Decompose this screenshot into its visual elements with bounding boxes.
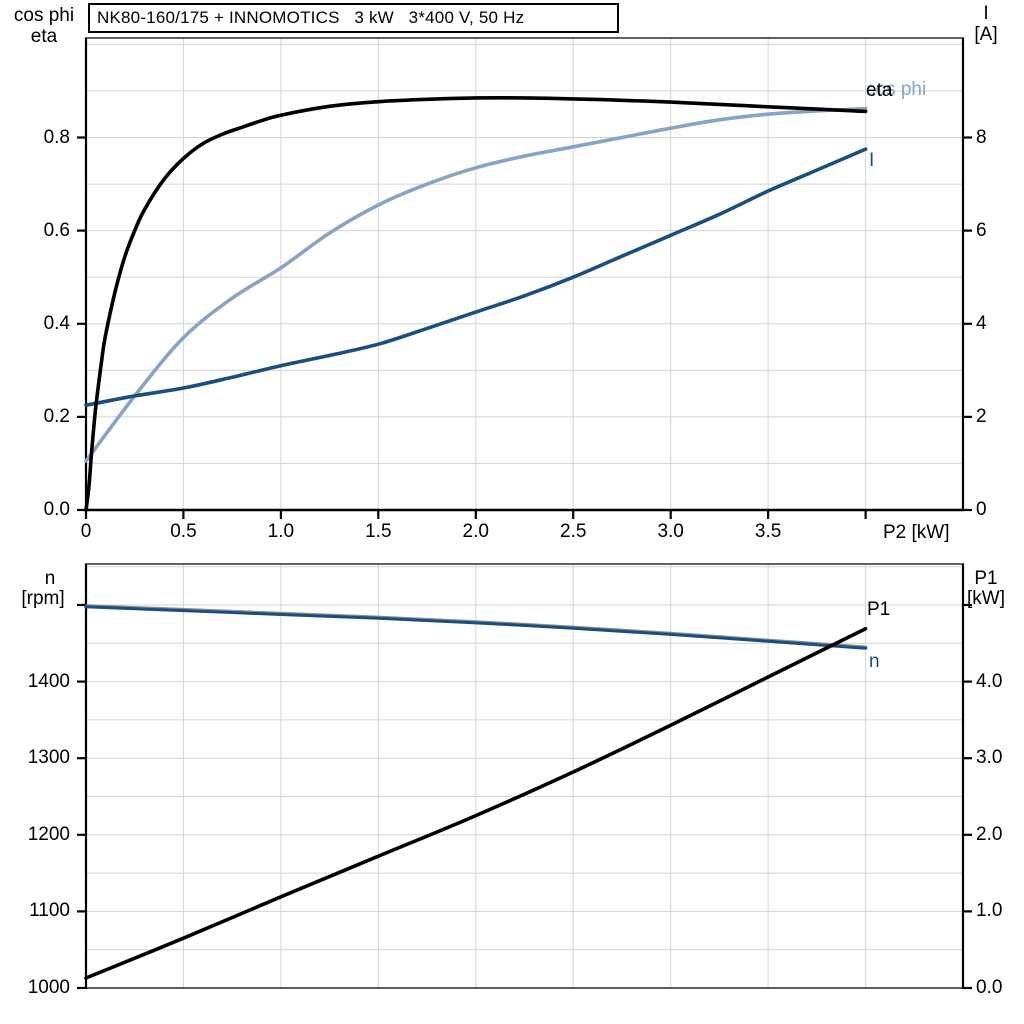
x-tick-label: 3.5 xyxy=(754,521,782,542)
y-right-tick-label: 0 xyxy=(976,499,987,520)
y-left-tick-label: 0.6 xyxy=(43,219,70,241)
y-right-tick-label: 1.0 xyxy=(976,900,1003,922)
bottom-right-axis-unit-kw: [kW] xyxy=(967,588,1005,609)
y-right-tick-label: 0.0 xyxy=(976,977,1003,998)
series-P1-curve xyxy=(84,626,868,980)
bottom-right-axis-label-p1: P1 xyxy=(974,568,998,589)
series-n-curve xyxy=(84,604,868,650)
top-right-axis-unit-amps: [A] xyxy=(974,24,998,45)
x-tick-label: 3.0 xyxy=(657,521,684,542)
y-right-tick-label: 2.0 xyxy=(976,823,1003,845)
y-right-tick-label: 8 xyxy=(976,126,987,148)
y-left-tick-label: 0.2 xyxy=(43,405,70,427)
x-tick-label: 1.5 xyxy=(365,521,392,542)
x-tick-label: 0 xyxy=(80,521,92,542)
x-tick-label: 2.5 xyxy=(560,521,587,542)
series-label-eta: eta xyxy=(866,80,893,101)
top-right-axis-label-current: I xyxy=(983,3,989,24)
y-right-tick-label: 4.0 xyxy=(976,670,1003,692)
bottom-left-axis-label-n: n xyxy=(44,568,56,589)
x-tick-label: 2.0 xyxy=(462,521,489,542)
y-left-tick-label: 1100 xyxy=(29,900,70,922)
series-label-n: n xyxy=(869,651,880,672)
top-left-axis-label-cos-phi: cos phi xyxy=(13,5,75,26)
series-label-P1: P1 xyxy=(867,599,891,620)
x-axis-label-p2: P2 [kW] xyxy=(883,522,950,543)
y-left-tick-label: 1200 xyxy=(27,823,70,845)
y-right-tick-label: 4 xyxy=(976,312,987,334)
y-left-tick-label: 1400 xyxy=(27,670,70,692)
series-I-curve xyxy=(84,147,868,407)
y-right-tick-label: 2 xyxy=(976,405,987,427)
y-right-tick-label: 6 xyxy=(976,219,987,241)
series-eta-curve xyxy=(84,95,868,512)
chart-title-box: NK80-160/175 + INNOMOTICS 3 kW 3*400 V, … xyxy=(88,3,619,33)
y-left-tick-label: 0.4 xyxy=(43,312,70,334)
x-tick-label: 1.0 xyxy=(267,521,295,542)
y-left-tick-label: 0.0 xyxy=(43,499,70,520)
y-left-tick-label: 1000 xyxy=(27,977,70,998)
series-label-cos-phi: cos phi xyxy=(866,79,927,100)
x-tick-label: 0.5 xyxy=(170,521,197,542)
series-cos-phi-curve xyxy=(84,106,868,463)
y-right-tick-label: 3.0 xyxy=(976,747,1003,769)
y-left-tick-label: 0.8 xyxy=(43,126,70,148)
chart-title: NK80-160/175 + INNOMOTICS 3 kW 3*400 V, … xyxy=(97,8,525,27)
y-left-tick-label: 1300 xyxy=(27,747,70,769)
bottom-left-axis-unit-rpm: [rpm] xyxy=(21,588,65,609)
series-label-I: I xyxy=(869,150,875,171)
top-left-axis-label-eta: eta xyxy=(30,26,58,47)
series-n-shadow-line xyxy=(85,604,866,647)
